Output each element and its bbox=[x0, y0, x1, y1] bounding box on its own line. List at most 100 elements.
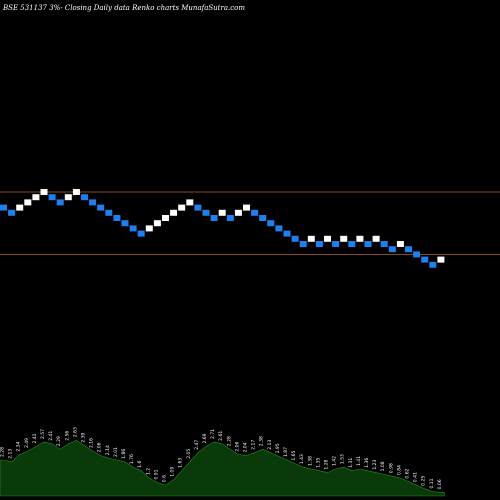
volume-label: 2.17 bbox=[251, 440, 257, 450]
volume-labels: 2.28 2.132.34 2.49 2.41 2.57 2.412.292.56 2.63… bbox=[0, 427, 443, 489]
volume-label: 2.61 bbox=[218, 431, 224, 441]
renko-brick bbox=[113, 215, 121, 221]
renko-brick bbox=[97, 204, 105, 211]
volume-label: 2.39 bbox=[81, 432, 87, 442]
renko-brick bbox=[186, 199, 194, 206]
renko-brick bbox=[413, 251, 421, 258]
renko-bricks bbox=[0, 189, 445, 268]
volume-label: 2.13 bbox=[8, 449, 14, 459]
volume-label: 1.65 bbox=[291, 450, 297, 460]
renko-brick bbox=[137, 230, 145, 237]
renko-brick bbox=[405, 246, 412, 253]
renko-brick bbox=[380, 241, 388, 247]
volume-label: 2.41 bbox=[48, 431, 54, 441]
volume-label: 2.71 bbox=[210, 429, 216, 439]
volume-label: 1.76 bbox=[129, 454, 135, 464]
renko-brick bbox=[421, 256, 429, 263]
renko-brick bbox=[283, 230, 291, 237]
volume-label: 0.62 bbox=[405, 468, 411, 478]
volume-label: 1.2 bbox=[145, 468, 151, 475]
volume-label: 2.29 bbox=[56, 436, 62, 446]
renko-brick bbox=[0, 204, 7, 211]
volume-label: 1.95 bbox=[275, 443, 281, 453]
volume-label: 1.08 bbox=[380, 461, 386, 471]
volume-label: 1.6 bbox=[137, 461, 143, 468]
renko-brick bbox=[372, 235, 380, 242]
renko-brick bbox=[226, 215, 234, 221]
renko-brick bbox=[64, 194, 72, 201]
volume-area bbox=[0, 439, 445, 497]
volume-label: 0.25 bbox=[421, 476, 427, 486]
chart-title: BSE 531137 3%- Closing Daily data Renko … bbox=[2, 4, 245, 12]
renko-brick bbox=[202, 209, 210, 216]
renko-brick bbox=[291, 235, 299, 242]
volume-label: 2.05 bbox=[186, 449, 192, 459]
renko-brick bbox=[315, 241, 323, 247]
renko-brick bbox=[210, 215, 218, 221]
renko-brick bbox=[324, 235, 331, 242]
volume-label: 2.28 bbox=[0, 447, 6, 457]
renko-brick bbox=[153, 220, 161, 227]
volume-label: 0.84 bbox=[396, 465, 402, 475]
volume-label: 2.13 bbox=[267, 440, 273, 450]
volume-label: 0.98 bbox=[388, 463, 394, 473]
renko-brick bbox=[267, 220, 275, 227]
volume-label: 2.49 bbox=[24, 438, 30, 448]
volume-label: 2.14 bbox=[105, 445, 111, 455]
volume-label: 1.53 bbox=[340, 454, 346, 464]
renko-brick bbox=[251, 209, 259, 216]
renko-brick bbox=[121, 220, 129, 227]
renko-brick bbox=[170, 209, 178, 216]
volume-label: 2.06 bbox=[97, 442, 103, 452]
renko-brick bbox=[388, 246, 396, 253]
volume-label: 2.34 bbox=[16, 441, 22, 451]
renko-brick bbox=[340, 235, 348, 242]
renko-brick bbox=[299, 241, 307, 247]
volume-label: 0.91 bbox=[153, 469, 159, 479]
volume-label: 1.38 bbox=[307, 456, 313, 466]
renko-brick bbox=[307, 235, 315, 242]
renko-brick bbox=[8, 209, 16, 216]
volume-label: 2.57 bbox=[40, 429, 46, 439]
volume-label: 1.09 bbox=[170, 467, 176, 477]
renko-brick bbox=[129, 225, 137, 232]
volume-label: 2.56 bbox=[64, 431, 70, 441]
volume-label: 2.69 bbox=[202, 433, 208, 443]
renko-brick bbox=[81, 194, 88, 201]
volume-label: 2.47 bbox=[194, 440, 200, 450]
volume-label: 1.28 bbox=[324, 459, 330, 469]
renko-brick bbox=[275, 225, 283, 232]
volume-label: 1.42 bbox=[332, 456, 338, 466]
renko-brick bbox=[243, 204, 250, 211]
renko-brick bbox=[24, 199, 32, 206]
renko-brick bbox=[356, 235, 364, 242]
volume-panel bbox=[0, 439, 445, 497]
renko-brick bbox=[178, 204, 186, 211]
renko-brick bbox=[16, 204, 24, 211]
renko-brick bbox=[234, 209, 242, 216]
volume-label: 0.11 bbox=[429, 478, 435, 488]
volume-label: 0.06 bbox=[437, 479, 443, 489]
volume-label: 2.01 bbox=[113, 447, 119, 457]
renko-brick bbox=[218, 209, 226, 216]
volume-label: 2.16 bbox=[89, 438, 95, 448]
volume-label: 1.86 bbox=[121, 449, 127, 459]
volume-label: 2.04 bbox=[243, 442, 249, 452]
volume-label: 1.31 bbox=[348, 458, 354, 468]
volume-label: 1.87 bbox=[283, 447, 289, 457]
volume-label: 0.41 bbox=[413, 472, 419, 482]
volume-label: 2.06 bbox=[234, 441, 240, 451]
renko-brick bbox=[429, 261, 437, 268]
volume-label: 2.63 bbox=[72, 427, 78, 437]
volume-label: 1.35 bbox=[315, 458, 321, 468]
renko-brick bbox=[332, 241, 340, 247]
volume-label: 2.28 bbox=[226, 436, 232, 446]
renko-brick bbox=[437, 256, 445, 263]
renko-brick bbox=[348, 241, 356, 247]
renko-brick bbox=[105, 209, 113, 216]
volume-label: 1.63 bbox=[178, 458, 184, 468]
renko-brick bbox=[396, 241, 404, 247]
renko-brick bbox=[364, 241, 372, 247]
renko-brick bbox=[40, 189, 48, 195]
renko-brick bbox=[48, 194, 56, 201]
